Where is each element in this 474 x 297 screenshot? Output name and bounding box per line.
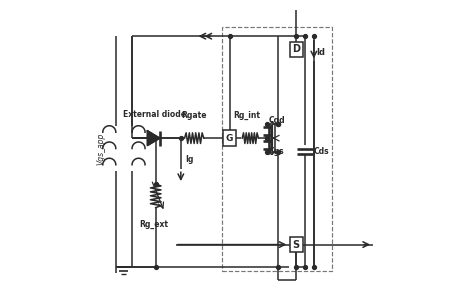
Text: D: D: [292, 45, 300, 54]
Bar: [290, 237, 302, 252]
Text: Rg_int: Rg_int: [233, 111, 260, 120]
Bar: [223, 130, 236, 146]
Text: Cds: Cds: [314, 147, 329, 156]
Bar: [222, 27, 332, 271]
Text: External diode: External diode: [123, 110, 186, 119]
Text: S: S: [292, 240, 300, 249]
Bar: [290, 42, 302, 57]
Text: Vgs_app: Vgs_app: [97, 132, 106, 165]
Text: Rgate: Rgate: [182, 111, 207, 120]
Text: Rg_ext: Rg_ext: [140, 219, 169, 229]
Text: Cgs: Cgs: [269, 147, 284, 156]
Polygon shape: [147, 131, 160, 146]
Text: G: G: [226, 134, 233, 143]
Text: Id: Id: [316, 48, 325, 57]
Text: Ig: Ig: [185, 155, 194, 164]
Text: Cgd: Cgd: [269, 116, 285, 125]
